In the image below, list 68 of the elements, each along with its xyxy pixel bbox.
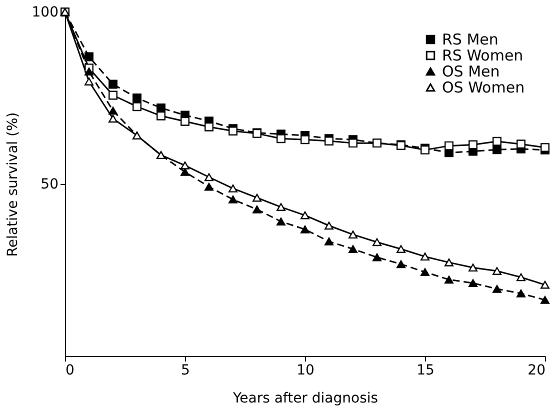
x-tick-label: 20 (528, 362, 546, 378)
point (492, 136, 502, 146)
x-tick-label: 10 (296, 362, 314, 378)
point (108, 106, 118, 115)
point (156, 111, 166, 120)
point (108, 90, 118, 100)
point (84, 68, 94, 76)
point (132, 102, 142, 112)
point (348, 138, 358, 148)
point (396, 245, 406, 253)
point (84, 78, 94, 86)
point (228, 126, 238, 136)
point (444, 276, 454, 284)
point (540, 296, 550, 304)
point (348, 230, 358, 239)
point (108, 80, 118, 89)
point (324, 136, 334, 146)
point (348, 245, 358, 253)
point (444, 141, 454, 150)
point (468, 140, 478, 150)
y-tick-label: 50 (40, 176, 58, 192)
y-tick-label: 100 (32, 4, 58, 20)
x-tick-label: 15 (416, 362, 434, 378)
point (516, 289, 526, 298)
point (300, 211, 310, 220)
point (204, 182, 214, 191)
point (420, 252, 430, 261)
x-axis-title: Years after diagnosis (232, 390, 378, 406)
point (156, 104, 166, 112)
point (324, 237, 334, 246)
point (204, 173, 214, 182)
point (492, 267, 502, 275)
legend-label: OS Women (442, 78, 525, 96)
x-tick-label: 5 (181, 362, 190, 378)
point (396, 260, 406, 268)
point (468, 264, 478, 272)
point (300, 135, 310, 144)
point (324, 222, 334, 230)
point (468, 279, 478, 288)
y-axis-title: Relative survival (%) (4, 112, 21, 257)
point (228, 196, 238, 204)
point (540, 280, 550, 289)
point (252, 194, 262, 202)
point (252, 206, 262, 214)
point (276, 218, 286, 226)
point (180, 161, 190, 170)
point (516, 273, 526, 282)
point (228, 184, 238, 192)
point (492, 284, 502, 293)
point (132, 94, 142, 102)
legend-label: RS Men (442, 30, 498, 48)
point (420, 268, 430, 276)
point (276, 203, 286, 211)
point (492, 145, 502, 154)
x-tick-label: 0 (66, 362, 74, 378)
legend-label: OS Men (442, 62, 500, 80)
point (372, 253, 382, 262)
point (108, 114, 118, 123)
point (276, 134, 286, 144)
legend-label: RS Women (442, 46, 524, 64)
point (516, 140, 526, 149)
point (204, 122, 214, 132)
point (180, 116, 190, 126)
point (300, 225, 310, 234)
point (372, 238, 382, 246)
point (84, 52, 94, 62)
point (444, 258, 454, 266)
point (180, 168, 190, 176)
